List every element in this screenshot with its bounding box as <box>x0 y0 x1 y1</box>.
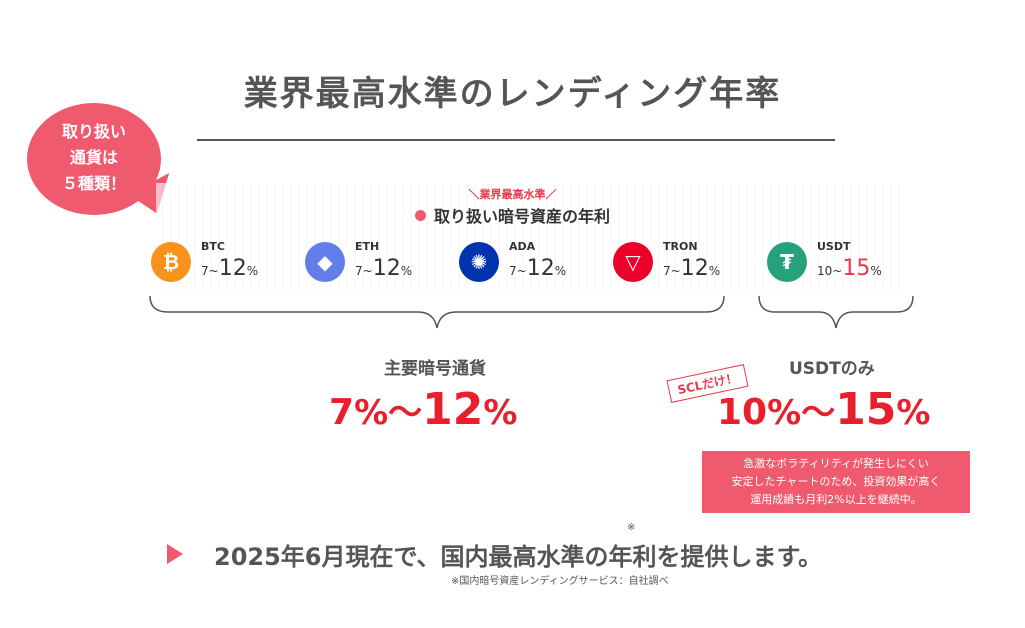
usdt-brace <box>758 295 914 329</box>
bullet-dot-icon <box>414 210 426 221</box>
coin-name: BTC <box>201 240 225 253</box>
usdt-note-line: 安定したチャートのため、投資効果が高く <box>731 475 941 488</box>
coin-rate: 7~12% <box>355 256 413 281</box>
usdt-rate: 10%〜15% <box>717 384 931 435</box>
main-coins-brace <box>149 295 725 329</box>
cardano-icon: ✺ <box>459 242 499 282</box>
industry-top-kicker: ＼業界最高水準／ <box>468 188 557 201</box>
usdt-note-line: 運用成績も月利2%以上を継続中。 <box>750 493 922 506</box>
tether-icon: ₮ <box>767 242 807 282</box>
coin-name: ETH <box>355 240 380 253</box>
usdt-only-label: USDTのみ <box>789 359 875 379</box>
coin-name: ADA <box>509 240 536 253</box>
main-coins-label: 主要暗号通貨 <box>384 359 486 379</box>
coins-subheading-text: 取り扱い暗号資産の年利 <box>433 207 610 226</box>
rate-statement: 2025年6月現在で、国内最高水準の年利を提供します。 <box>214 543 823 571</box>
coin-rate: 7~12% <box>663 256 721 281</box>
ethereum-icon: ◆ <box>305 242 345 282</box>
page-title: 業界最高水準のレンディング年率 <box>243 74 782 114</box>
footnote: ※国内暗号資産レンディングサービス：自社調べ <box>451 576 669 587</box>
usdt-note-box: 急激なボラティリティが発生しにくい 安定したチャートのため、投資効果が高く 運用… <box>702 451 970 513</box>
coin-rate: 7~12% <box>509 256 567 281</box>
coin-rate: 7~12% <box>201 256 259 281</box>
coin-name: USDT <box>817 240 851 253</box>
tron-icon: ▽ <box>613 242 653 282</box>
play-arrow-icon <box>167 544 183 564</box>
coins-subheading: 取り扱い暗号資産の年利 <box>0 203 1025 227</box>
main-coins-rate: 7%〜12% <box>329 384 518 435</box>
statement-asterisk: ※ <box>627 522 636 533</box>
coin-rate: 10~15% <box>817 256 882 281</box>
currency-count-bubble: 取り扱い 通貨は ５種類！ <box>27 103 161 215</box>
title-divider <box>197 139 835 141</box>
usdt-note-line: 急激なボラティリティが発生しにくい <box>743 457 929 470</box>
bitcoin-icon: ₿ <box>151 242 191 282</box>
coin-name: TRON <box>663 240 698 253</box>
